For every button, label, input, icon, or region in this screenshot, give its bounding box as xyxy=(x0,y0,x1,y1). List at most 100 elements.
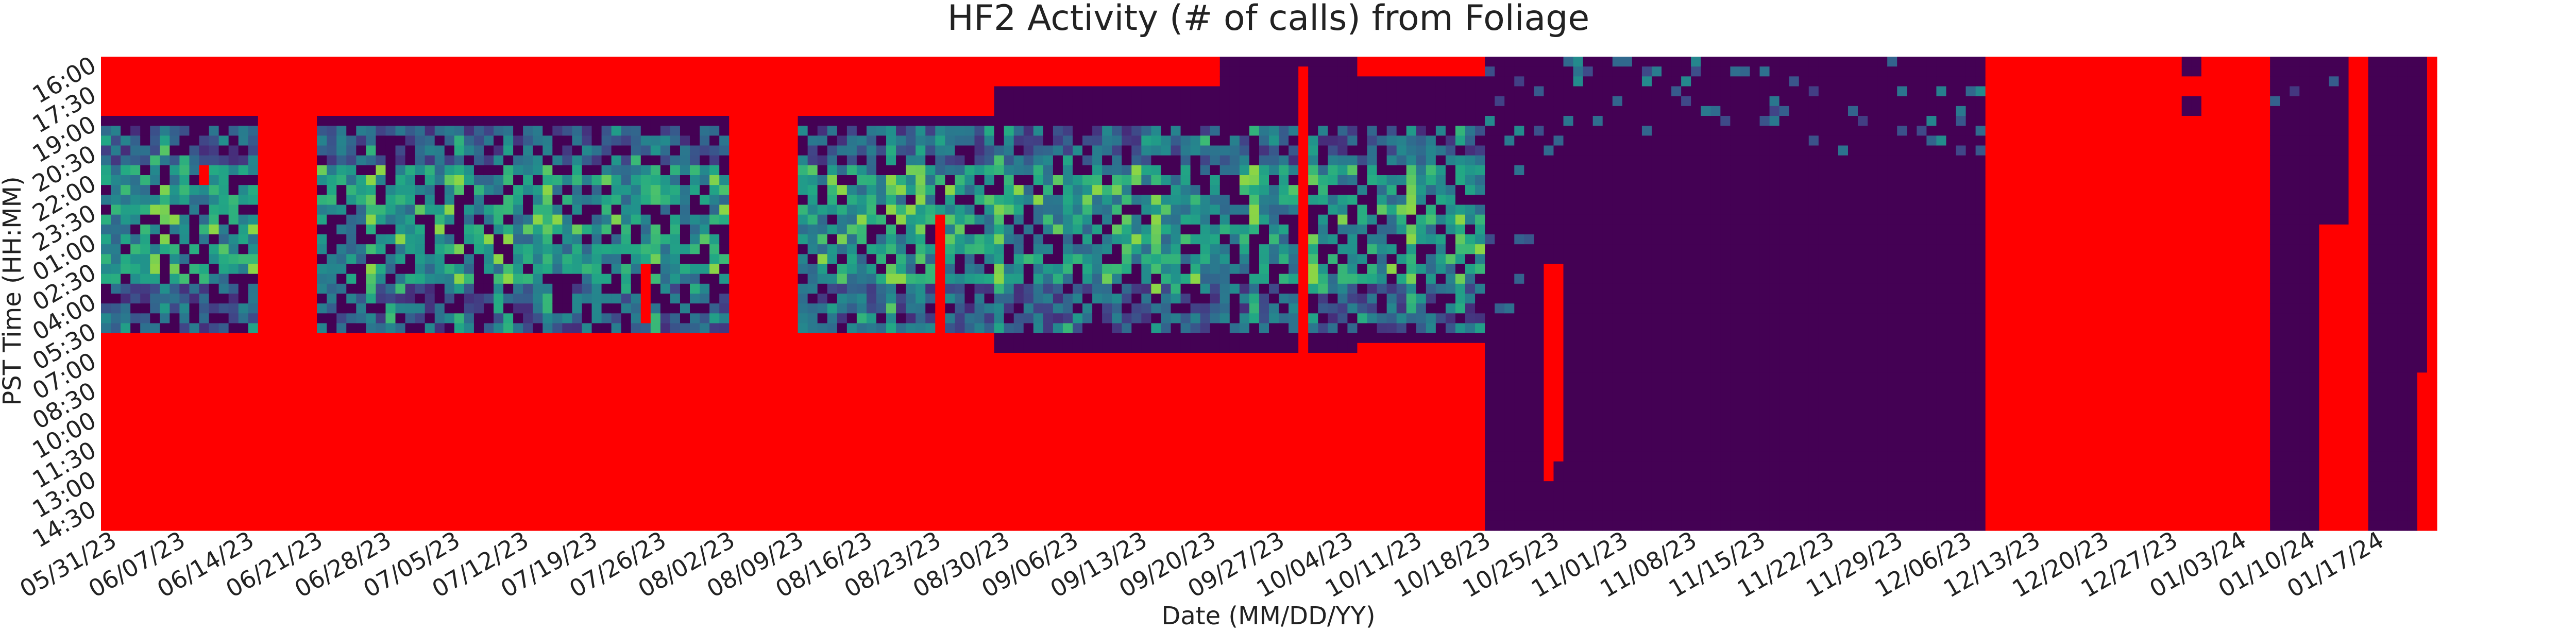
heat-cell xyxy=(670,283,681,294)
nodata-cell xyxy=(719,412,730,422)
nodata-cell xyxy=(945,57,955,67)
nodata-cell xyxy=(140,471,150,482)
nodata-cell xyxy=(856,520,867,531)
heat-cell xyxy=(945,274,955,284)
nodata-cell xyxy=(709,491,720,502)
heat-cell xyxy=(1023,283,1034,294)
nodata-cell xyxy=(366,520,377,531)
heat-cell xyxy=(690,135,700,146)
heat-cell xyxy=(700,274,710,284)
nodata-cell xyxy=(729,422,739,432)
heat-cell xyxy=(798,145,808,156)
heat-cell xyxy=(464,224,474,235)
nodata-cell xyxy=(150,333,160,344)
nodata-cell xyxy=(690,363,700,373)
heat-cell xyxy=(140,165,150,176)
nodata-cell xyxy=(758,313,769,324)
nodata-cell xyxy=(994,481,1005,491)
nodata-cell xyxy=(385,353,396,363)
nodata-cell xyxy=(856,441,867,452)
heat-cell xyxy=(935,155,945,166)
heat-cell xyxy=(866,224,877,235)
nodata-cell xyxy=(170,343,180,353)
nodata-cell xyxy=(307,501,317,511)
heat-cell xyxy=(415,234,426,245)
nodata-cell xyxy=(758,126,769,136)
heat-cell xyxy=(218,145,229,156)
heat-cell xyxy=(591,126,602,136)
heat-cell xyxy=(817,145,828,156)
heat-cell xyxy=(248,204,259,215)
heat-cell xyxy=(709,126,720,136)
nodata-cell xyxy=(277,204,288,215)
heat-cell xyxy=(1004,126,1014,136)
heat-cell xyxy=(1062,294,1073,304)
nodata-cell xyxy=(670,382,681,393)
heat-cell xyxy=(994,126,1005,136)
nodata-cell xyxy=(994,372,1005,383)
heat-cell xyxy=(856,214,867,225)
nodata-cell xyxy=(1023,491,1034,502)
nodata-cell xyxy=(1033,353,1044,363)
nodata-cell xyxy=(945,501,955,511)
nodata-cell xyxy=(111,520,121,531)
nodata-cell xyxy=(434,461,445,472)
heat-cell xyxy=(1072,214,1083,225)
nodata-cell xyxy=(788,204,799,215)
nodata-cell xyxy=(317,441,327,452)
heat-cell xyxy=(160,135,170,146)
nodata-cell xyxy=(964,106,975,116)
nodata-cell xyxy=(307,491,317,502)
heat-cell xyxy=(336,224,347,235)
nodata-cell xyxy=(984,57,995,67)
nodata-cell xyxy=(650,363,661,373)
heat-cell xyxy=(405,195,416,206)
heat-cell xyxy=(130,264,141,275)
nodata-cell xyxy=(1023,461,1034,472)
heat-cell xyxy=(709,274,720,284)
nodata-cell xyxy=(886,76,896,87)
nodata-cell xyxy=(700,510,710,521)
nodata-cell xyxy=(778,372,789,383)
heat-cell xyxy=(562,145,573,156)
nodata-cell xyxy=(287,520,298,531)
nodata-cell xyxy=(1072,461,1083,472)
nodata-cell xyxy=(228,441,239,452)
nodata-cell xyxy=(1102,461,1112,472)
heat-cell xyxy=(160,126,170,136)
nodata-cell xyxy=(935,313,945,324)
nodata-cell xyxy=(709,57,720,67)
heat-cell xyxy=(1112,145,1122,156)
heat-cell xyxy=(925,294,936,304)
heat-cell xyxy=(1072,274,1083,284)
nodata-cell xyxy=(925,520,936,531)
nodata-cell xyxy=(1043,76,1054,87)
nodata-cell xyxy=(238,76,249,87)
nodata-cell xyxy=(277,510,288,521)
heat-cell xyxy=(601,254,612,265)
heat-cell xyxy=(670,323,681,334)
nodata-cell xyxy=(189,86,200,97)
nodata-cell xyxy=(601,382,612,393)
nodata-cell xyxy=(640,441,651,452)
nodata-cell xyxy=(179,57,190,67)
nodata-cell xyxy=(846,392,857,403)
nodata-cell xyxy=(876,333,887,344)
nodata-cell xyxy=(248,106,259,116)
heat-cell xyxy=(1082,303,1093,314)
heat-cell xyxy=(111,283,121,294)
nodata-cell xyxy=(778,313,789,324)
heat-cell xyxy=(856,303,867,314)
heat-cell xyxy=(1033,224,1044,235)
heat-cell xyxy=(483,204,494,215)
heat-cell xyxy=(140,126,150,136)
nodata-cell xyxy=(170,520,180,531)
nodata-cell xyxy=(788,175,799,185)
heat-cell xyxy=(327,274,337,284)
heat-cell xyxy=(1053,274,1063,284)
nodata-cell xyxy=(101,382,111,393)
heat-cell xyxy=(719,195,730,206)
nodata-cell xyxy=(503,422,514,432)
nodata-cell xyxy=(719,422,730,432)
nodata-cell xyxy=(876,76,887,87)
